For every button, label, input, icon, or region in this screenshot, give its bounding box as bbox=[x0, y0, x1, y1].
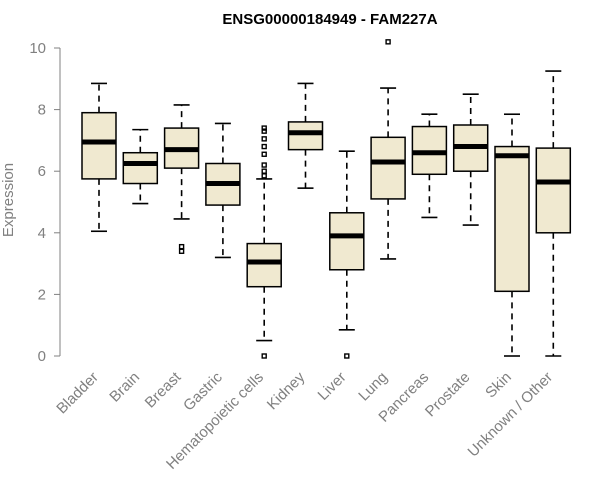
outlier-point bbox=[261, 143, 267, 150]
iqr-box bbox=[535, 147, 572, 234]
box-lung bbox=[370, 39, 406, 260]
iqr-box bbox=[81, 111, 117, 180]
y-tick-label: 8 bbox=[38, 102, 46, 119]
box-pancreas bbox=[411, 113, 448, 219]
outlier-point bbox=[261, 125, 267, 131]
outlier-point bbox=[178, 243, 185, 250]
iqr-box bbox=[329, 212, 365, 271]
box-skin bbox=[494, 113, 530, 357]
boxes-group bbox=[81, 39, 572, 359]
box-bladder bbox=[81, 82, 117, 233]
iqr-box bbox=[122, 151, 159, 185]
outlier-point bbox=[261, 168, 267, 174]
iqr-box bbox=[370, 136, 406, 200]
iqr-box bbox=[287, 121, 324, 151]
y-axis-label: Expression bbox=[0, 163, 17, 237]
x-tick-label: Brain bbox=[106, 369, 143, 406]
x-tick-label: Breast bbox=[142, 368, 185, 411]
box-breast bbox=[163, 104, 200, 254]
outlier-point bbox=[261, 136, 267, 142]
outlier-point bbox=[261, 128, 267, 134]
box-hematopoietic-cells bbox=[246, 125, 282, 359]
y-tick-label: 0 bbox=[38, 348, 46, 365]
outlier-point bbox=[261, 353, 267, 359]
y-tick-label: 4 bbox=[38, 225, 46, 242]
box-unknown-other bbox=[535, 70, 572, 357]
x-tick-label: Bladder bbox=[53, 369, 102, 418]
box-gastric bbox=[205, 122, 241, 259]
iqr-box bbox=[494, 145, 530, 293]
box-prostate bbox=[452, 93, 489, 226]
y-tick-label: 10 bbox=[29, 40, 46, 57]
x-tick-label: Skin bbox=[482, 369, 515, 402]
outlier-point bbox=[261, 173, 267, 179]
x-tick-label: Prostate bbox=[422, 369, 474, 421]
y-tick-label: 2 bbox=[38, 286, 46, 303]
outlier-point bbox=[261, 162, 267, 168]
box-liver bbox=[329, 150, 365, 359]
outlier-point bbox=[344, 353, 350, 359]
outlier-point bbox=[178, 248, 185, 254]
x-tick-label: Kidney bbox=[264, 368, 309, 413]
chart-title: ENSG00000184949 - FAM227A bbox=[222, 11, 437, 28]
iqr-box bbox=[246, 242, 282, 288]
x-tick-label: Lung bbox=[355, 369, 391, 405]
y-tick-label: 6 bbox=[38, 163, 46, 180]
box-brain bbox=[122, 128, 159, 205]
outlier-point bbox=[261, 151, 267, 157]
x-tick-label: Liver bbox=[315, 369, 350, 404]
box-kidney bbox=[287, 82, 324, 189]
y-axis-ticks: 0 2 4 6 8 10 bbox=[29, 40, 60, 365]
outlier-point bbox=[385, 39, 391, 45]
